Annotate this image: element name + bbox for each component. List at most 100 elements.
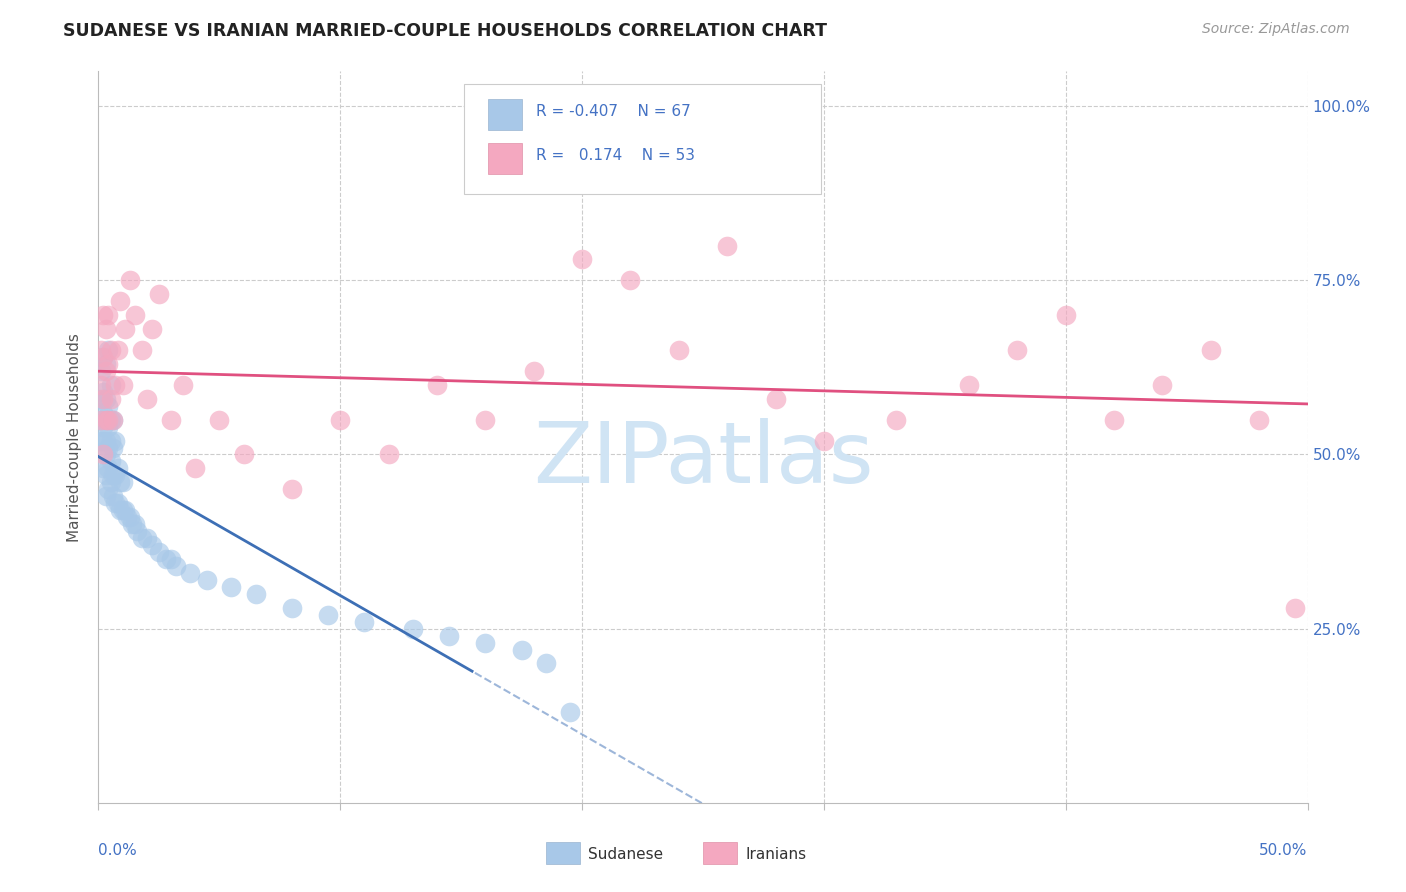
Point <box>91 461 114 475</box>
Point <box>510 642 533 657</box>
Point <box>179 566 201 580</box>
Point <box>94 448 117 462</box>
Point <box>124 517 146 532</box>
Point <box>91 392 114 406</box>
Point <box>101 468 124 483</box>
Point <box>195 573 218 587</box>
Point <box>104 496 127 510</box>
Point <box>97 419 120 434</box>
Point <box>886 412 908 426</box>
Point <box>232 448 254 462</box>
Point <box>97 357 120 371</box>
Point <box>127 524 149 538</box>
Point <box>91 350 114 364</box>
Point <box>131 343 153 357</box>
Point <box>135 531 157 545</box>
Point <box>91 448 114 462</box>
Point <box>94 468 117 483</box>
Text: ZIPatlas: ZIPatlas <box>533 417 873 500</box>
Point <box>135 392 157 406</box>
Point <box>1152 377 1174 392</box>
Point <box>353 615 375 629</box>
Text: Sudanese: Sudanese <box>588 847 664 862</box>
Point <box>668 343 690 357</box>
Point <box>1007 343 1029 357</box>
Text: R =   0.174    N = 53: R = 0.174 N = 53 <box>536 148 695 163</box>
Point <box>100 434 122 448</box>
Point <box>377 448 399 462</box>
Point <box>111 475 134 490</box>
Point <box>208 412 231 426</box>
Point <box>107 461 129 475</box>
Text: SUDANESE VS IRANIAN MARRIED-COUPLE HOUSEHOLDS CORRELATION CHART: SUDANESE VS IRANIAN MARRIED-COUPLE HOUSE… <box>63 22 827 40</box>
Point <box>111 377 134 392</box>
Point <box>148 287 170 301</box>
Text: R = -0.407    N = 67: R = -0.407 N = 67 <box>536 104 690 120</box>
Point <box>90 364 112 378</box>
Point <box>101 489 124 503</box>
Point <box>165 558 187 573</box>
Point <box>97 461 120 475</box>
Point <box>558 705 581 719</box>
Point <box>107 343 129 357</box>
Point <box>91 406 114 420</box>
Point <box>957 377 980 392</box>
Point <box>107 496 129 510</box>
Point <box>124 308 146 322</box>
Point <box>108 503 131 517</box>
Point <box>91 434 114 448</box>
Point <box>221 580 243 594</box>
Point <box>94 322 117 336</box>
Point <box>97 412 120 426</box>
Text: 0.0%: 0.0% <box>98 843 138 858</box>
Point <box>571 252 593 267</box>
Point <box>94 489 117 503</box>
Point <box>108 475 131 490</box>
FancyBboxPatch shape <box>464 84 821 194</box>
Point <box>117 510 139 524</box>
Point <box>426 377 449 392</box>
Point <box>121 517 143 532</box>
Point <box>402 622 425 636</box>
Point <box>100 412 122 426</box>
Point <box>437 629 460 643</box>
Point <box>90 412 112 426</box>
Point <box>329 412 352 426</box>
Point <box>101 412 124 426</box>
Point <box>155 552 177 566</box>
Point <box>523 364 546 378</box>
Point <box>716 238 738 252</box>
Point <box>101 412 124 426</box>
Point <box>101 441 124 455</box>
Point <box>100 377 122 392</box>
Point <box>184 461 207 475</box>
Point <box>813 434 835 448</box>
Point <box>90 434 112 448</box>
Point <box>131 531 153 545</box>
Point <box>160 552 183 566</box>
Text: Source: ZipAtlas.com: Source: ZipAtlas.com <box>1202 22 1350 37</box>
Point <box>148 545 170 559</box>
Point <box>94 392 117 406</box>
Point <box>104 468 127 483</box>
Point <box>141 538 163 552</box>
Point <box>90 392 112 406</box>
Point <box>172 377 194 392</box>
Point <box>100 343 122 357</box>
Point <box>474 412 496 426</box>
Point <box>97 441 120 455</box>
Point <box>97 483 120 497</box>
Point <box>474 635 496 649</box>
Point <box>97 343 120 357</box>
Point <box>94 364 117 378</box>
Point <box>1284 600 1306 615</box>
Bar <box>488 143 522 174</box>
Bar <box>546 841 579 863</box>
Point <box>281 483 304 497</box>
Point <box>91 384 114 399</box>
Point <box>90 343 112 357</box>
Point <box>100 475 122 490</box>
Text: Iranians: Iranians <box>745 847 807 862</box>
Point <box>281 600 304 615</box>
Point <box>160 412 183 426</box>
